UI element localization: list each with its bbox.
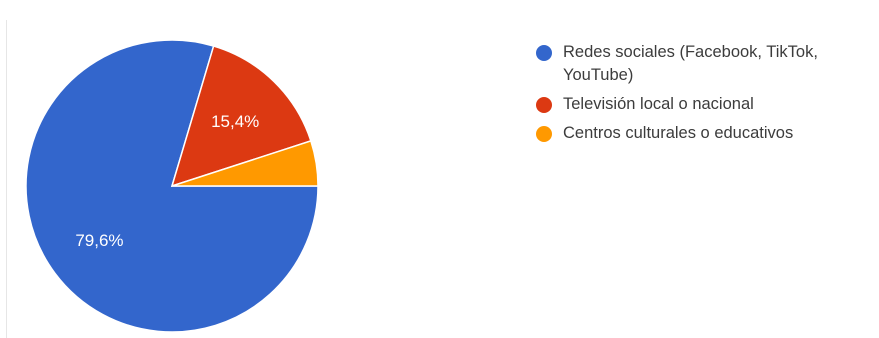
legend-swatch-centros-culturales — [536, 126, 552, 142]
legend-item-redes-sociales[interactable]: Redes sociales (Facebook, TikTok, YouTub… — [536, 41, 866, 87]
slice-label-television: 15,4% — [211, 112, 259, 131]
slice-label-redes-sociales: 79,6% — [75, 231, 123, 250]
legend-item-television[interactable]: Televisión local o nacional — [536, 93, 866, 116]
legend: Redes sociales (Facebook, TikTok, YouTub… — [536, 41, 866, 151]
legend-swatch-redes-sociales — [536, 45, 552, 61]
legend-label-television: Televisión local o nacional — [563, 95, 754, 113]
slice-television[interactable] — [170, 45, 312, 188]
legend-label-centros-culturales: Centros culturales o educativos — [563, 124, 794, 142]
legend-label-redes-sociales: Redes sociales (Facebook, TikTok, YouTub… — [563, 43, 818, 84]
divider — [6, 20, 7, 338]
legend-item-centros-culturales[interactable]: Centros culturales o educativos — [536, 122, 866, 145]
legend-swatch-television — [536, 97, 552, 113]
slice-centros-culturales[interactable] — [171, 139, 319, 187]
